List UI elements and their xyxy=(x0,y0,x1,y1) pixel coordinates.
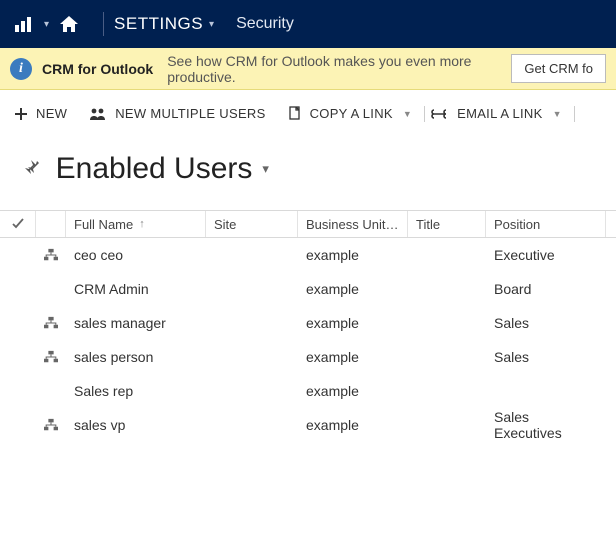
view-header: Enabled Users ▾ xyxy=(0,138,616,210)
row-checkbox[interactable] xyxy=(0,306,36,340)
hierarchy-icon[interactable] xyxy=(36,272,66,306)
business-unit-cell: example xyxy=(298,306,408,340)
full-name-cell[interactable]: sales manager xyxy=(66,306,206,340)
select-all-checkbox[interactable] xyxy=(0,211,36,237)
new-multiple-label: NEW MULTIPLE USERS xyxy=(115,106,265,121)
new-multiple-users-button[interactable]: NEW MULTIPLE USERS xyxy=(89,106,265,121)
top-nav: ▾ SETTINGS ▾ Security xyxy=(0,0,616,48)
row-checkbox[interactable] xyxy=(0,408,36,442)
table-row[interactable]: Sales rep example xyxy=(0,374,616,408)
hierarchy-icon[interactable] xyxy=(36,306,66,340)
pin-icon[interactable] xyxy=(18,158,42,181)
command-separator-2 xyxy=(574,106,575,122)
site-column-header[interactable]: Site xyxy=(206,211,298,237)
full-name-cell[interactable]: sales person xyxy=(66,340,206,374)
full-name-cell[interactable]: CRM Admin xyxy=(66,272,206,306)
grid-body: ceo ceo example Executive CRM Admin example B… xyxy=(0,238,616,442)
logo-icon[interactable] xyxy=(14,15,36,33)
email-link-button[interactable]: EMAIL A LINK ▼ xyxy=(431,106,562,121)
email-link-label: EMAIL A LINK xyxy=(457,106,543,121)
info-icon: i xyxy=(10,58,32,80)
row-checkbox[interactable] xyxy=(0,272,36,306)
position-cell: Executive xyxy=(486,238,606,272)
users-icon xyxy=(89,107,107,121)
new-label: NEW xyxy=(36,106,67,121)
logo-dropdown-icon[interactable]: ▾ xyxy=(44,19,49,30)
site-cell xyxy=(206,408,298,442)
position-cell: Sales xyxy=(486,306,606,340)
hierarchy-icon[interactable] xyxy=(36,408,66,442)
copy-link-button[interactable]: COPY A LINK ▼ xyxy=(288,106,413,122)
command-bar: NEW NEW MULTIPLE USERS COPY A LINK ▼ EMA… xyxy=(0,90,616,138)
copy-link-dropdown-icon[interactable]: ▼ xyxy=(403,109,412,119)
row-checkbox[interactable] xyxy=(0,374,36,408)
get-crm-button[interactable]: Get CRM fo xyxy=(511,54,606,83)
outlook-banner: i CRM for Outlook See how CRM for Outloo… xyxy=(0,48,616,90)
site-cell xyxy=(206,272,298,306)
copy-icon xyxy=(288,106,302,122)
command-separator xyxy=(424,106,425,122)
position-cell: Board xyxy=(486,272,606,306)
site-cell xyxy=(206,306,298,340)
title-cell xyxy=(408,238,486,272)
position-header-label: Position xyxy=(494,217,540,232)
row-checkbox[interactable] xyxy=(0,238,36,272)
table-row[interactable]: sales person example Sales xyxy=(0,340,616,374)
full-name-cell[interactable]: Sales rep xyxy=(66,374,206,408)
hierarchy-icon[interactable] xyxy=(36,340,66,374)
copy-link-label: COPY A LINK xyxy=(310,106,393,121)
banner-title: CRM for Outlook xyxy=(42,61,153,77)
row-checkbox[interactable] xyxy=(0,340,36,374)
position-cell xyxy=(486,374,606,408)
sort-ascending-icon: ↑ xyxy=(139,218,145,230)
table-row[interactable]: ceo ceo example Executive xyxy=(0,238,616,272)
business-unit-cell: example xyxy=(298,374,408,408)
users-grid: Full Name ↑ Site Business Unit… Title Po… xyxy=(0,210,616,442)
view-title[interactable]: Enabled Users xyxy=(56,152,253,186)
title-cell xyxy=(408,272,486,306)
title-cell xyxy=(408,306,486,340)
nav-security[interactable]: Security xyxy=(236,15,294,33)
title-header-label: Title xyxy=(416,217,440,232)
settings-dropdown-icon[interactable]: ▾ xyxy=(209,19,214,30)
hierarchy-column-header[interactable] xyxy=(36,211,66,237)
business-unit-cell: example xyxy=(298,238,408,272)
site-cell xyxy=(206,238,298,272)
position-column-header[interactable]: Position xyxy=(486,211,606,237)
business-unit-column-header[interactable]: Business Unit… xyxy=(298,211,408,237)
table-row[interactable]: CRM Admin example Board xyxy=(0,272,616,306)
table-row[interactable]: sales manager example Sales xyxy=(0,306,616,340)
title-cell xyxy=(408,374,486,408)
new-button[interactable]: NEW xyxy=(14,106,67,121)
link-icon xyxy=(431,109,449,119)
view-dropdown-icon[interactable]: ▾ xyxy=(262,161,269,177)
position-cell: Sales Executives xyxy=(486,408,606,442)
nav-settings[interactable]: SETTINGS xyxy=(114,14,203,34)
full-name-cell[interactable]: ceo ceo xyxy=(66,238,206,272)
full-name-column-header[interactable]: Full Name ↑ xyxy=(66,211,206,237)
bu-header-label: Business Unit… xyxy=(306,217,398,232)
full-name-cell[interactable]: sales vp xyxy=(66,408,206,442)
banner-text: See how CRM for Outlook makes you even m… xyxy=(167,53,501,85)
site-header-label: Site xyxy=(214,217,236,232)
nav-separator xyxy=(103,12,104,36)
business-unit-cell: example xyxy=(298,340,408,374)
email-link-dropdown-icon[interactable]: ▼ xyxy=(553,109,562,119)
grid-header: Full Name ↑ Site Business Unit… Title Po… xyxy=(0,210,616,238)
title-column-header[interactable]: Title xyxy=(408,211,486,237)
plus-icon xyxy=(14,107,28,121)
title-cell xyxy=(408,408,486,442)
hierarchy-icon[interactable] xyxy=(36,374,66,408)
position-cell: Sales xyxy=(486,340,606,374)
site-cell xyxy=(206,374,298,408)
full-name-header-label: Full Name xyxy=(74,217,133,232)
title-cell xyxy=(408,340,486,374)
site-cell xyxy=(206,340,298,374)
business-unit-cell: example xyxy=(298,272,408,306)
business-unit-cell: example xyxy=(298,408,408,442)
home-icon[interactable] xyxy=(59,15,79,33)
hierarchy-icon[interactable] xyxy=(36,238,66,272)
table-row[interactable]: sales vp example Sales Executives xyxy=(0,408,616,442)
